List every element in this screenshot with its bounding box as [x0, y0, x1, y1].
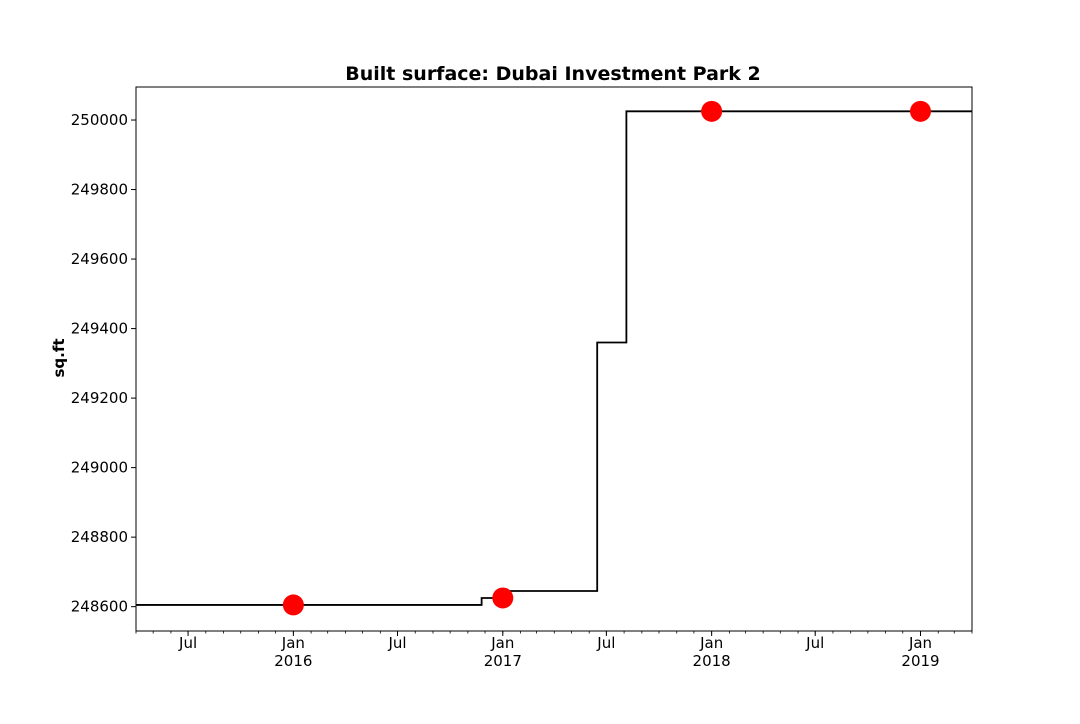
- chart-title: Built surface: Dubai Investment Park 2: [345, 63, 760, 85]
- x-tick-year-label: 2018: [693, 652, 731, 670]
- plot-frame: [135, 86, 973, 632]
- y-tick-label: 249800: [71, 181, 128, 199]
- y-tick-label: 248600: [71, 598, 128, 616]
- x-tick-label: Jan: [908, 634, 932, 652]
- x-tick-year-label: 2017: [484, 652, 522, 670]
- x-tick-label: Jul: [178, 634, 197, 652]
- y-tick-label: 249400: [71, 320, 128, 338]
- x-tick-label: Jul: [805, 634, 824, 652]
- x-tick-label: Jul: [596, 634, 615, 652]
- y-tick-label: 250000: [71, 111, 128, 129]
- data-point-marker-2: [701, 100, 723, 122]
- x-tick-year-label: 2016: [274, 652, 312, 670]
- x-tick-label: Jan: [490, 634, 514, 652]
- data-point-marker-0: [282, 594, 304, 616]
- x-tick-year-label: 2019: [901, 652, 939, 670]
- y-tick-label: 249200: [71, 389, 128, 407]
- y-tick-label: 249000: [71, 459, 128, 477]
- y-axis-label: sq.ft: [50, 338, 68, 377]
- x-tick-label: Jan: [281, 634, 305, 652]
- data-point-marker-3: [910, 100, 932, 122]
- x-tick-label: Jul: [387, 634, 406, 652]
- data-point-marker-1: [492, 587, 514, 609]
- plot-area: 248600 248800 249000 249200 249400 249600 2498…: [71, 86, 973, 670]
- step-line-series: [136, 110, 972, 606]
- y-tick-label: 249600: [71, 250, 128, 268]
- x-tick-label: Jan: [699, 634, 723, 652]
- y-tick-label: 248800: [71, 528, 128, 546]
